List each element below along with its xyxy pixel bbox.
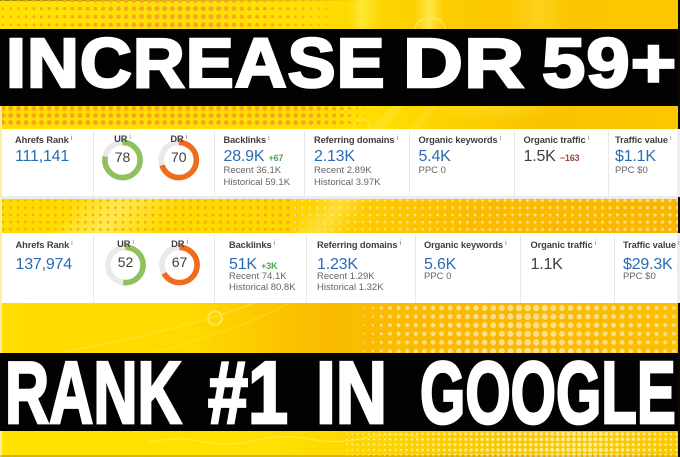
svg-text:70: 70	[171, 149, 187, 165]
svg-text:52: 52	[118, 254, 134, 270]
svg-text:67: 67	[172, 254, 188, 270]
svg-text:78: 78	[115, 149, 131, 165]
